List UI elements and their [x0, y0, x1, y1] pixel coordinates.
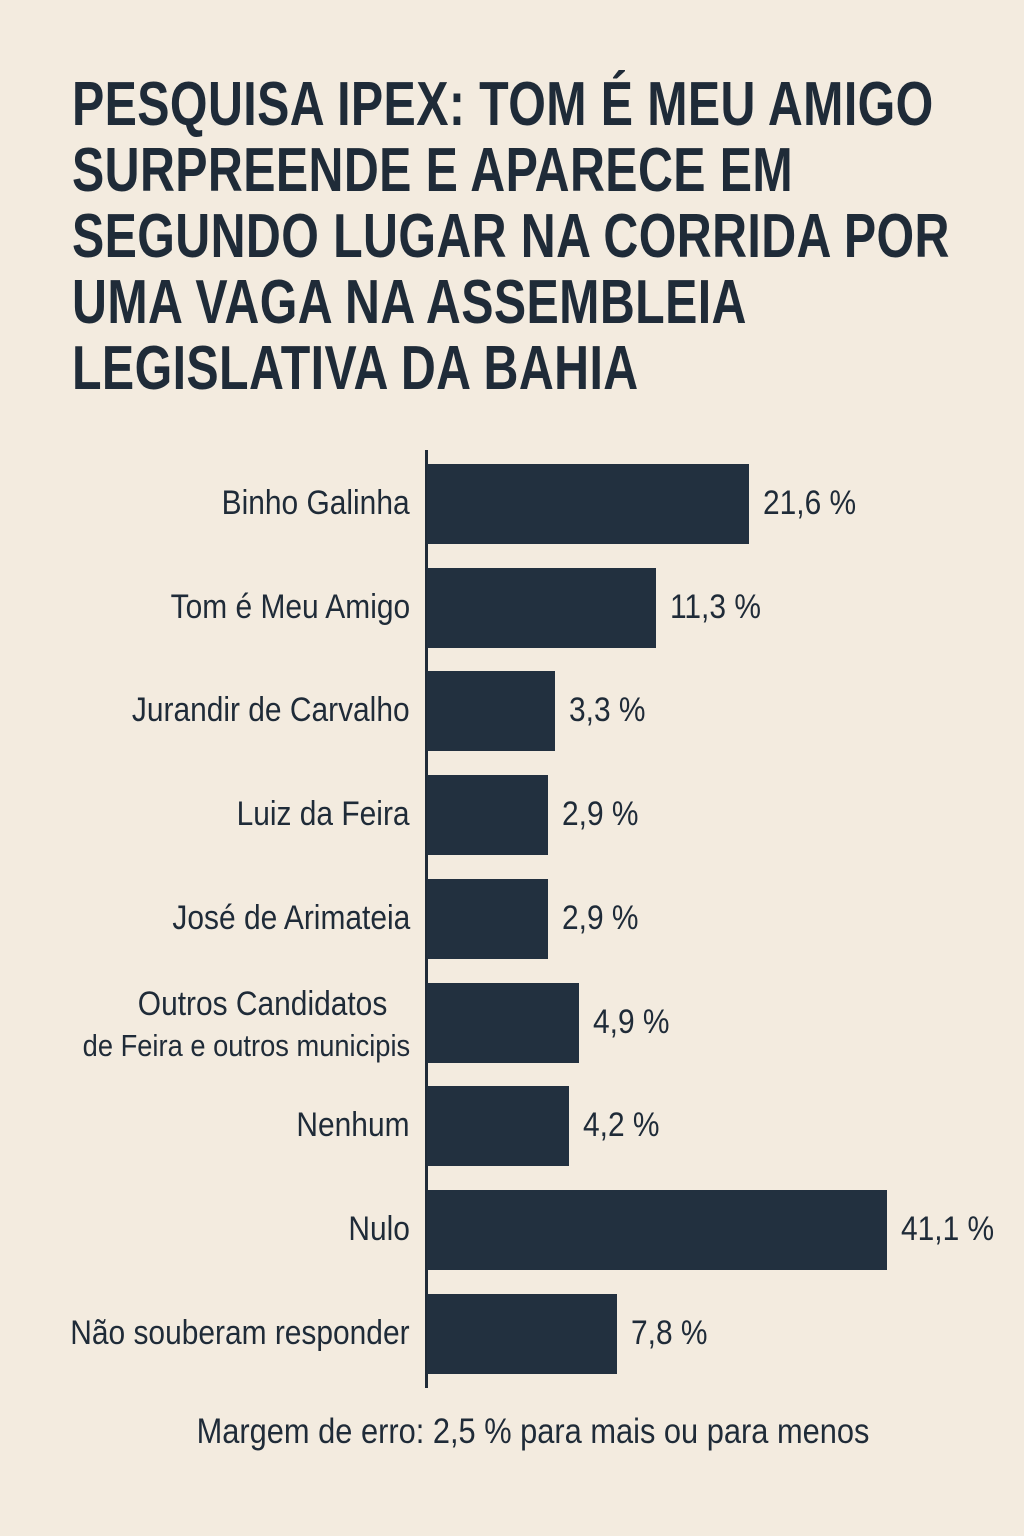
bar: [427, 982, 580, 1063]
bar: [427, 464, 749, 544]
title-line: UMA VAGA NA ASSEMBLEIA: [72, 268, 747, 337]
margin-of-error-note: Margem de erro: 2,5 % para mais ou para …: [196, 1412, 870, 1451]
value-label: 7,8 %: [630, 1313, 708, 1352]
value-label: 2,9 %: [562, 898, 639, 937]
category-label-line: Outros Candidatos: [137, 984, 388, 1023]
value-label: 4,9 %: [593, 1002, 670, 1041]
category-label: Não souberam responder: [70, 1313, 410, 1352]
bar: [427, 567, 656, 648]
value-label: 41,1 %: [901, 1209, 995, 1248]
bar: [427, 1086, 570, 1167]
category-label: Jurandir de Carvalho: [132, 691, 410, 730]
y-axis-line: [425, 450, 428, 1388]
bar: [427, 671, 555, 752]
value-label: 2,9 %: [562, 795, 639, 834]
bar: [427, 1293, 617, 1374]
title-line: SEGUNDO LUGAR NA CORRIDA POR: [72, 202, 950, 271]
category-label: José de Arimateia: [172, 898, 410, 937]
bar: [427, 775, 549, 856]
title-line: SURPREENDE E APARECE EM: [72, 136, 794, 205]
value-label: 3,3 %: [568, 691, 646, 730]
title-line: PESQUISA IPEX: TOM É MEU AMIGO: [72, 70, 934, 139]
category-label-line: de Feira e outros municipis: [82, 1027, 410, 1063]
category-label: Outros Candidatos de Feira e outros munic…: [82, 983, 410, 1067]
category-label: Luiz da Feira: [237, 795, 410, 834]
category-label: Binho Galinha: [222, 484, 410, 522]
category-label: Nenhum: [296, 1106, 410, 1145]
bar: [427, 1189, 887, 1270]
value-label: 4,2 %: [583, 1106, 660, 1145]
bar: [427, 878, 549, 959]
chart-title: PESQUISA IPEX: TOM É MEU AMIGO SURPREENDE…: [72, 72, 1024, 402]
value-label: 21,6 %: [762, 484, 856, 522]
title-line: LEGISLATIVA DA BAHIA: [72, 334, 639, 403]
category-label: Tom é Meu Amigo: [170, 587, 410, 626]
category-label: Nulo: [348, 1209, 410, 1248]
value-label: 11,3 %: [669, 587, 761, 626]
